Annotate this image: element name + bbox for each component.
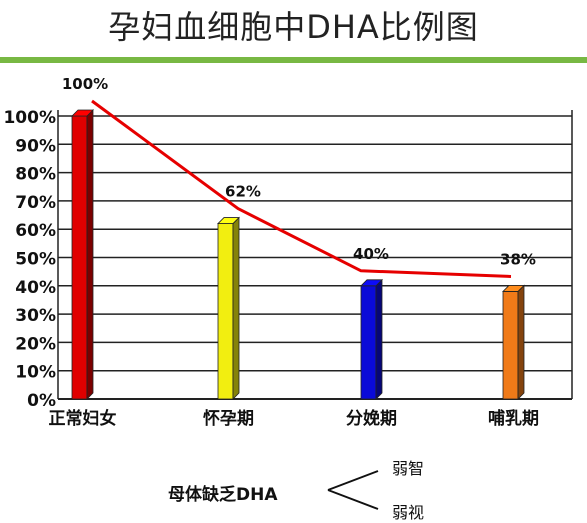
data-label: 100% [62,75,108,93]
bracket-line-lower [327,489,379,510]
bar-front [360,285,377,400]
y-tick-label: 20% [15,334,56,354]
footer-cause-label: 母体缺乏DHA [168,485,278,505]
footer-bracket [327,470,379,510]
bar-front [217,223,234,400]
bar-top [217,217,240,224]
trend-line [91,99,512,278]
axis-layer: 0% 10% 20% 30% 40% 50% 60% 70% 80% 90% 100% [3,108,573,411]
trend-layer [91,99,512,278]
y-tick-label: 80% [15,165,56,185]
bar-top [502,285,525,292]
y-tick-label: 50% [15,250,56,270]
bar-top [360,279,383,287]
labels-layer: 正常妇女 怀孕期 分娩期 哺乳期 100% 62% 40% 38% [49,75,540,429]
title-divider [0,57,587,63]
bar-side [232,216,240,400]
y-tick-label: 10% [15,363,56,383]
bar-front [502,291,519,400]
data-label: 62% [225,183,261,201]
bar [217,216,240,400]
bar-side [375,278,383,400]
x-tick-label: 哺乳期 [488,408,539,429]
bar-front [71,115,88,400]
footer-effect-label-2: 弱视 [392,503,425,522]
bar [502,284,525,400]
bar-side [517,284,525,400]
y-tick-label: 0% [27,391,56,411]
y-tick-label: 90% [15,136,56,156]
y-tick-label: 40% [15,278,56,298]
bar [360,278,383,400]
x-tick-label: 分娩期 [346,408,397,429]
y-tick-label: 60% [15,221,56,241]
bar [71,109,94,400]
grid-layer [58,115,572,372]
data-label: 40% [353,245,389,263]
bar-side [86,109,94,400]
x-tick-label: 怀孕期 [203,409,254,429]
chart-title: 孕妇血细胞中DHA比例图 [108,8,479,46]
data-label: 38% [500,250,536,268]
bracket-line-upper [327,470,379,491]
bar-top [71,109,94,117]
y-tick-label: 100% [3,108,56,128]
bars-layer [71,109,525,400]
y-tick-label: 30% [15,306,56,326]
x-tick-label: 正常妇女 [49,408,117,429]
y-tick-label: 70% [15,193,56,213]
footer-effect-label-1: 弱智 [392,459,425,478]
